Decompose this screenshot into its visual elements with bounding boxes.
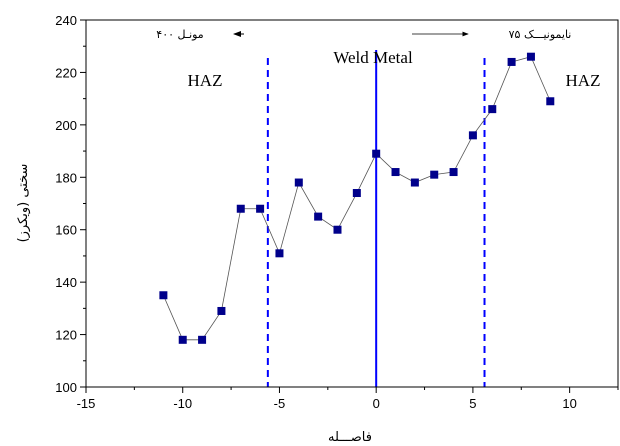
data-point: [275, 249, 284, 258]
x-tick-label: 0: [373, 396, 380, 411]
data-point: [159, 291, 168, 300]
data-point: [430, 170, 439, 179]
data-point: [333, 225, 342, 234]
haz-right-label: HAZ: [566, 71, 601, 90]
y-tick-label: 100: [55, 380, 77, 395]
data-point: [507, 57, 516, 66]
data-point: [236, 204, 245, 213]
y-tick-label: 120: [55, 328, 77, 343]
data-point: [546, 97, 555, 106]
data-point: [352, 189, 361, 198]
weld-metal-label: Weld Metal: [333, 48, 413, 67]
y-tick-label: 240: [55, 13, 77, 28]
x-tick-label: -10: [173, 396, 192, 411]
y-axis-label: سختی (ویکرز): [16, 164, 31, 243]
boundary-lines: [266, 50, 486, 387]
haz-left-label: HAZ: [188, 71, 223, 90]
data-point: [294, 178, 303, 187]
nimonic-label: نایمونیـــک ۷۵: [509, 28, 572, 41]
plot-frame: [85, 19, 619, 388]
axis-ticks: -15 -10 -5 0 5 10 100 120 140 160 180 200 220 240: [55, 13, 619, 411]
x-tick-label: -5: [274, 396, 286, 411]
data-point: [217, 306, 226, 315]
y-tick-label: 140: [55, 275, 77, 290]
data-point: [449, 168, 458, 177]
data-point: [391, 168, 400, 177]
data-point: [410, 178, 419, 187]
data-point: [372, 149, 381, 158]
x-tick-label: 10: [562, 396, 576, 411]
y-tick-label: 220: [55, 65, 77, 80]
series-line: [163, 56, 551, 341]
data-point: [256, 204, 265, 213]
data-point: [468, 131, 477, 140]
y-tick-label: 160: [55, 223, 77, 238]
data-point: [178, 335, 187, 344]
data-point: [526, 52, 535, 61]
x-tick-label: -15: [77, 396, 96, 411]
x-axis-label: فاصـــله: [328, 430, 372, 445]
y-tick-label: 180: [55, 170, 77, 185]
data-point: [198, 335, 207, 344]
data-point: [488, 105, 497, 114]
y-tick-label: 200: [55, 118, 77, 133]
monel-label: مونـل ۴۰۰: [156, 28, 204, 41]
x-tick-label: 5: [469, 396, 476, 411]
plot-axes: [85, 19, 619, 388]
data-point: [314, 212, 323, 221]
hardness-series: [159, 52, 555, 344]
